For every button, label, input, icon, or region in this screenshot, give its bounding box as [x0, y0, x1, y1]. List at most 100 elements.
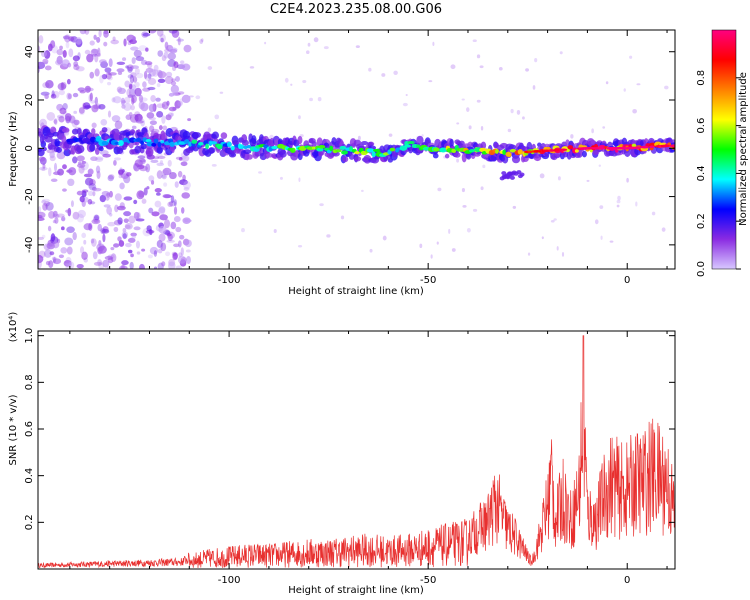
heatmap-cell — [135, 137, 142, 143]
heatmap-cell — [101, 140, 109, 146]
heatmap-cell — [127, 94, 136, 99]
spectrogram-ytick-label: -20 — [24, 188, 35, 204]
heatmap-cell — [43, 61, 48, 65]
heatmap-cell — [58, 254, 65, 259]
heatmap-cell — [156, 153, 163, 158]
heatmap-cell — [664, 85, 669, 90]
heatmap-cell — [138, 100, 145, 110]
heatmap-cell — [559, 148, 568, 152]
heatmap-cell — [95, 165, 101, 174]
heatmap-cell — [594, 219, 599, 225]
heatmap-cell — [476, 54, 481, 59]
heatmap-cell — [169, 171, 177, 180]
heatmap-cell — [149, 246, 159, 255]
heatmap-cell — [185, 219, 192, 223]
heatmap-cell — [216, 144, 223, 150]
heatmap-cell — [179, 234, 185, 240]
heatmap-cell — [46, 112, 56, 121]
heatmap-cell — [171, 251, 177, 256]
heatmap-cell — [616, 199, 621, 204]
heatmap-cell — [170, 84, 180, 94]
heatmap-cell — [183, 139, 190, 144]
heatmap-cell — [94, 68, 100, 77]
snr-ylabel: SNR (10 * v/v) — [8, 394, 19, 465]
heatmap-cell — [73, 110, 78, 114]
heatmap-cell — [38, 148, 45, 157]
heatmap-cell — [105, 72, 112, 80]
heatmap-cell — [114, 193, 122, 201]
heatmap-cell — [153, 64, 159, 72]
heatmap-cell — [158, 225, 167, 234]
heatmap-cell — [353, 156, 362, 162]
heatmap-cell — [669, 144, 675, 148]
heatmap-cell — [134, 145, 142, 154]
heatmap-cell — [98, 239, 102, 247]
spectrogram-ytick-label: 0 — [24, 145, 35, 151]
heatmap-cell — [243, 149, 252, 155]
spectrogram-xtick-label: -50 — [420, 275, 436, 286]
heatmap-cell — [156, 162, 165, 167]
heatmap-cell — [498, 66, 503, 71]
heatmap-cell — [157, 70, 163, 79]
heatmap-cell — [183, 180, 191, 190]
heatmap-cell — [78, 107, 85, 114]
heatmap-cell — [49, 251, 55, 256]
heatmap-cell — [512, 205, 517, 209]
heatmap-cell — [188, 141, 192, 147]
heatmap-cell — [598, 146, 605, 150]
heatmap-cell — [142, 32, 151, 37]
heatmap-cell — [318, 145, 326, 149]
heatmap-cell — [62, 188, 67, 192]
spectrogram-xtick-label: 0 — [624, 275, 630, 286]
heatmap-cell — [168, 106, 177, 112]
heatmap-cell — [180, 257, 187, 264]
heatmap-cell — [241, 227, 245, 233]
heatmap-cell — [177, 36, 181, 46]
heatmap-cell — [626, 177, 629, 183]
heatmap-cell — [100, 227, 106, 235]
heatmap-cell — [89, 40, 95, 46]
heatmap-cell — [121, 260, 129, 266]
heatmap-cell — [307, 42, 311, 47]
heatmap-cell — [64, 113, 72, 122]
heatmap-cell — [107, 175, 114, 182]
heatmap-cell — [319, 203, 324, 207]
heatmap-cell — [185, 249, 191, 253]
heatmap-cell — [316, 147, 324, 152]
heatmap-cell — [98, 146, 104, 152]
heatmap-cell — [52, 241, 60, 249]
heatmap-cell — [119, 265, 128, 269]
heatmap-cell — [421, 134, 424, 137]
heatmap-cell — [232, 140, 240, 146]
heatmap-cell — [532, 85, 536, 90]
heatmap-cell — [129, 75, 134, 84]
heatmap-cell — [264, 41, 267, 45]
heatmap-cell — [89, 92, 93, 102]
heatmap-cell — [109, 190, 113, 198]
heatmap-cell — [49, 151, 55, 159]
heatmap-cell — [60, 81, 67, 89]
heatmap-cell — [135, 218, 145, 222]
heatmap-cell — [133, 226, 141, 231]
heatmap-cell — [605, 81, 609, 85]
heatmap-cell — [297, 135, 303, 145]
heatmap-cell — [42, 202, 48, 211]
heatmap-cell — [116, 147, 124, 154]
heatmap-cell — [187, 118, 192, 122]
heatmap-cell — [140, 143, 148, 150]
heatmap-cell — [81, 161, 87, 165]
heatmap-cell — [53, 162, 58, 172]
heatmap-cell — [311, 146, 316, 150]
heatmap-cell — [309, 97, 313, 102]
heatmap-cell — [147, 77, 157, 86]
heatmap-cell — [113, 159, 117, 166]
heatmap-cell — [127, 249, 133, 254]
heatmap-cell — [466, 107, 470, 112]
heatmap-cell — [91, 128, 96, 135]
heatmap-cell — [207, 66, 213, 70]
heatmap-cell — [66, 226, 75, 233]
heatmap-cell — [99, 59, 107, 64]
heatmap-cell — [93, 216, 100, 224]
heatmap-cell — [130, 253, 134, 258]
heatmap-cell — [198, 141, 204, 146]
